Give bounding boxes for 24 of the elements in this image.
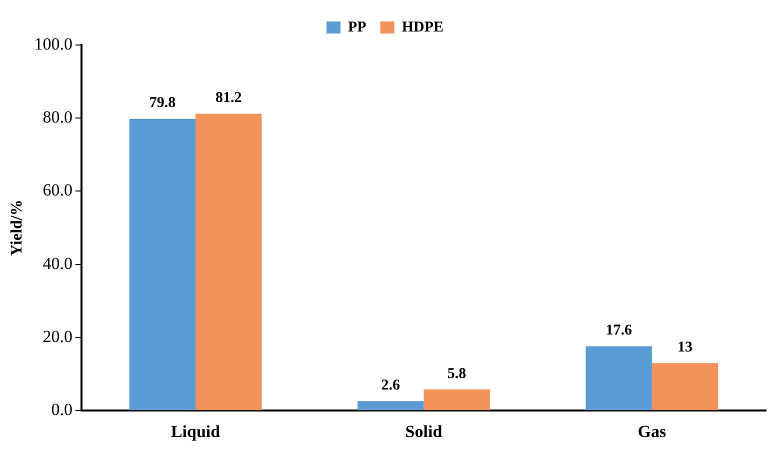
- data-label: 79.8: [149, 95, 176, 112]
- y-tick-label: 80.0: [42, 108, 72, 127]
- data-label: 2.6: [381, 377, 401, 394]
- bar: [129, 118, 196, 410]
- y-tick-label: 20.0: [42, 326, 72, 346]
- bar: [424, 389, 490, 410]
- x-tick-label: Solid: [405, 422, 443, 442]
- x-tick-label: Gas: [638, 422, 666, 442]
- legend-label: HDPE: [402, 19, 444, 36]
- bar: [652, 363, 718, 410]
- legend-label: PP: [348, 19, 366, 36]
- y-tick-label: 100.0: [34, 34, 72, 54]
- bar: [358, 401, 424, 410]
- bar: [196, 114, 262, 410]
- y-tick-label: 40.0: [42, 254, 72, 273]
- data-label: 17.6: [606, 322, 632, 339]
- data-label: 5.8: [447, 366, 466, 382]
- data-label: 81.2: [216, 90, 242, 106]
- y-axis-title: Yield/%: [8, 200, 26, 256]
- y-tick-label: 0.0: [51, 400, 72, 420]
- y-tick-label: 60.0: [42, 180, 72, 200]
- x-tick-label: Liquid: [170, 422, 221, 442]
- data-label: 13: [677, 339, 692, 356]
- bar: [586, 346, 652, 410]
